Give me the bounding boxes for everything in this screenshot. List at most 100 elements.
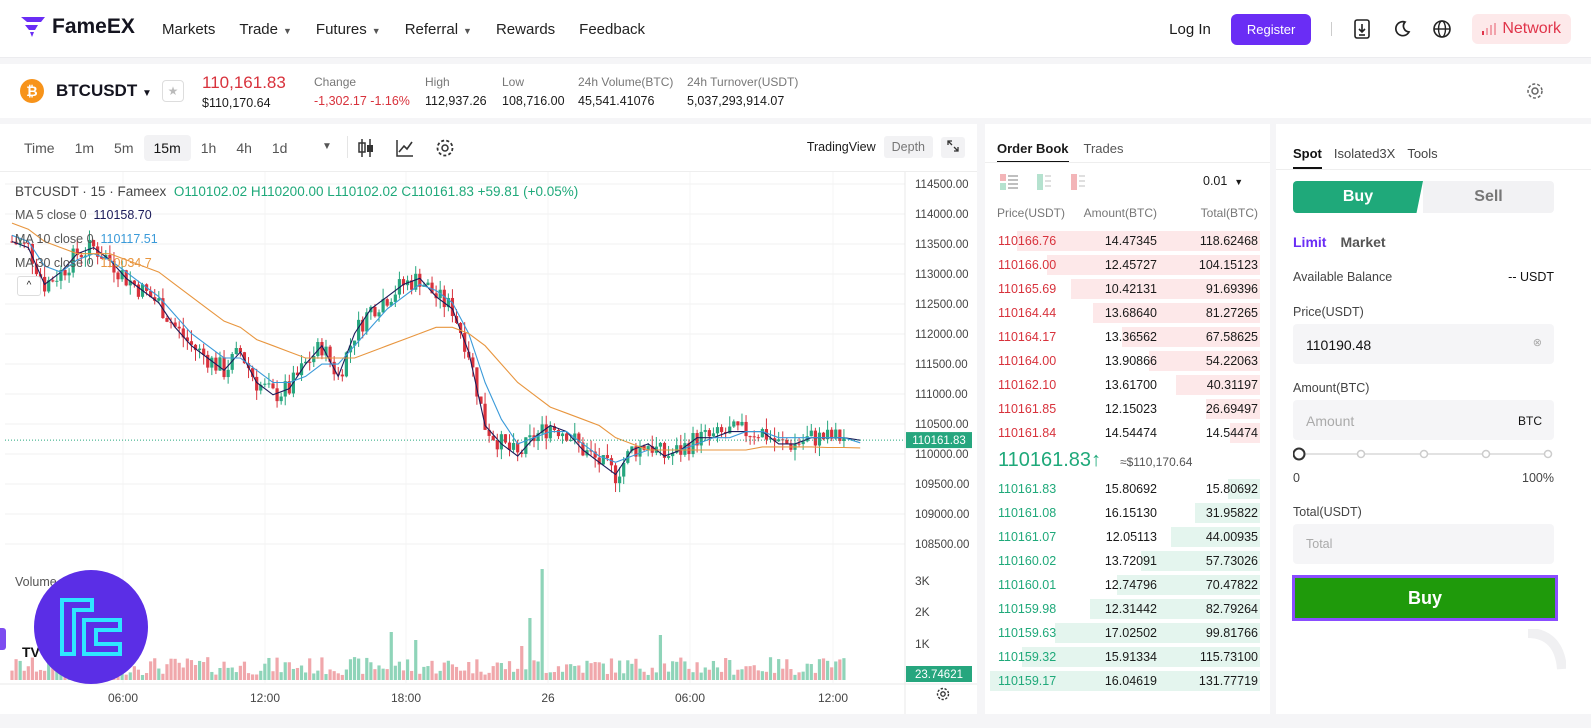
chart-settings-small-icon[interactable] <box>936 687 950 704</box>
view-bids-icon[interactable] <box>1033 173 1053 191</box>
tab-trades[interactable]: Trades <box>1083 141 1124 156</box>
timeframe-more-chevron-icon[interactable]: ▼ <box>322 141 332 152</box>
bid-row[interactable]: 110159.98 12.31442 82.79264 <box>985 597 1270 621</box>
timeframe-bar: Time 1m 5m 15m 1h 4h 1d <box>0 124 297 172</box>
ask-row[interactable]: 110166.00 12.45727 104.15123 <box>985 253 1270 277</box>
clear-icon[interactable]: ⊗ <box>1532 337 1542 349</box>
ask-row[interactable]: 110164.17 13.36562 67.58625 <box>985 325 1270 349</box>
price-input[interactable]: 110190.48 ⊗ <box>1293 324 1554 364</box>
candle-body <box>666 456 671 458</box>
tradingview-logo-icon: TV <box>22 644 40 660</box>
bid-row[interactable]: 110159.63 17.02502 99.81766 <box>985 621 1270 645</box>
register-button[interactable]: Register <box>1230 13 1312 45</box>
dark-mode-icon[interactable] <box>1392 19 1412 39</box>
bid-row[interactable]: 110160.02 13.72091 57.73026 <box>985 549 1270 573</box>
timeframe-1d[interactable]: 1d <box>271 140 288 156</box>
ask-row[interactable]: 110166.76 14.47345 118.62468 <box>985 229 1270 253</box>
volume-bar <box>817 659 822 680</box>
limit-tab[interactable]: Limit <box>1293 234 1327 250</box>
trade-tabs-divider <box>1276 169 1591 170</box>
precision-select[interactable]: 0.01 ▼ <box>1203 174 1243 188</box>
fullscreen-icon[interactable] <box>941 136 965 158</box>
candle-body <box>389 301 393 306</box>
nav-link-referral[interactable]: Referral ▼ <box>405 21 472 38</box>
amount-slider[interactable] <box>1293 446 1554 462</box>
bid-row[interactable]: 110161.08 16.15130 31.95822 <box>985 501 1270 525</box>
bid-row[interactable]: 110161.83 15.80692 15.80692 <box>985 477 1270 501</box>
chevron-down-icon: ▼ <box>463 25 472 36</box>
ask-row[interactable]: 110164.44 13.68640 81.27265 <box>985 301 1270 325</box>
depth-bar <box>1122 327 1260 347</box>
download-icon[interactable] <box>1352 19 1372 39</box>
bid-row[interactable]: 110161.07 12.05113 44.00935 <box>985 525 1270 549</box>
ask-row[interactable]: 110161.85 12.15023 26.69497 <box>985 397 1270 421</box>
favorite-star-icon[interactable]: ★ <box>162 80 184 102</box>
brand-logo[interactable]: FameEX <box>20 15 135 39</box>
candle-body <box>153 297 157 301</box>
tab-tools[interactable]: Tools <box>1407 146 1438 161</box>
sell-tab-button[interactable]: Sell <box>1423 181 1554 213</box>
timeframe-1h[interactable]: 1h <box>200 140 217 156</box>
login-link[interactable]: Log In <box>1169 20 1211 38</box>
volume-bar <box>577 665 581 680</box>
volume-bar <box>206 657 210 680</box>
network-status[interactable]: Network <box>1472 14 1571 44</box>
timeframe-1m[interactable]: 1m <box>74 140 95 156</box>
stat-3: 24h Volume(BTC) 45,541.41076 <box>578 75 673 108</box>
timeframe-15m[interactable]: 15m <box>143 135 191 161</box>
candle-body <box>642 445 646 450</box>
ask-row[interactable]: 110165.69 10.42131 91.69396 <box>985 277 1270 301</box>
candle-body <box>361 319 365 332</box>
nav-link-futures[interactable]: Futures ▼ <box>316 21 381 38</box>
candlestick-icon[interactable] <box>357 138 375 161</box>
collapse-legend-icon[interactable]: ^ <box>17 276 41 296</box>
amount-input[interactable]: Amount BTC <box>1293 400 1554 440</box>
tab-spot[interactable]: Spot <box>1293 146 1322 169</box>
settings-gear-icon[interactable] <box>1526 82 1544 103</box>
bid-row[interactable]: 110159.17 16.04619 131.77719 <box>985 669 1270 693</box>
ask-row[interactable]: 110164.00 13.90866 54.22063 <box>985 349 1270 373</box>
bid-row[interactable]: 110159.32 15.91334 115.73100 <box>985 645 1270 669</box>
candle-body <box>108 254 112 261</box>
volume-bar <box>393 665 397 680</box>
stat-4: 24h Turnover(USDT) 5,037,293,914.07 <box>687 75 798 108</box>
ask-row[interactable]: 110162.10 13.61700 40.31197 <box>985 373 1270 397</box>
chart-settings-icon[interactable] <box>435 138 455 161</box>
btc-coin-icon: ₿ <box>20 79 44 103</box>
candle-body <box>202 348 206 355</box>
ask-row[interactable]: 110161.84 14.54474 14.54474 <box>985 421 1270 445</box>
candle-body <box>246 363 251 369</box>
x-tick-label: 06:00 <box>108 691 138 705</box>
market-tab[interactable]: Market <box>1340 234 1386 250</box>
view-both-icon[interactable] <box>999 173 1019 191</box>
pair-selector[interactable]: BTCUSDT ▼ <box>56 81 152 101</box>
candle-body <box>842 438 846 441</box>
tab-isolated[interactable]: Isolated3X <box>1333 146 1396 161</box>
bid-row[interactable]: 110160.01 12.74796 70.47822 <box>985 573 1270 597</box>
timeframe-4h[interactable]: 4h <box>236 140 252 156</box>
candle-body <box>838 429 842 441</box>
nav-link-markets[interactable]: Markets <box>162 21 215 38</box>
timeframe-time[interactable]: Time <box>24 140 55 156</box>
volume-bar <box>10 670 14 680</box>
indicator-icon[interactable] <box>395 138 415 161</box>
candle-body <box>638 445 642 457</box>
volume-bar <box>560 671 565 680</box>
candle-body <box>740 421 744 426</box>
volume-bar <box>573 665 577 680</box>
timeframe-5m[interactable]: 5m <box>114 140 134 156</box>
depth-tab[interactable]: Depth <box>883 136 933 158</box>
tab-order-book[interactable]: Order Book <box>997 141 1069 163</box>
nav-link-trade[interactable]: Trade ▼ <box>239 21 292 38</box>
stat-value: 5,037,293,914.07 <box>687 94 785 108</box>
side-tab[interactable] <box>0 628 6 650</box>
buy-tab-button[interactable]: Buy <box>1293 181 1423 213</box>
total-input[interactable]: Total <box>1293 524 1554 564</box>
nav-link-rewards[interactable]: Rewards <box>496 21 555 38</box>
tradingview-tab[interactable]: TradingView <box>806 140 876 154</box>
buy-submit-button[interactable]: Buy <box>1292 575 1558 621</box>
globe-icon[interactable] <box>1432 19 1452 39</box>
nav-link-feedback[interactable]: Feedback <box>579 21 645 38</box>
view-asks-icon[interactable] <box>1067 173 1087 191</box>
y-tick-label: 109500.00 <box>915 479 969 491</box>
